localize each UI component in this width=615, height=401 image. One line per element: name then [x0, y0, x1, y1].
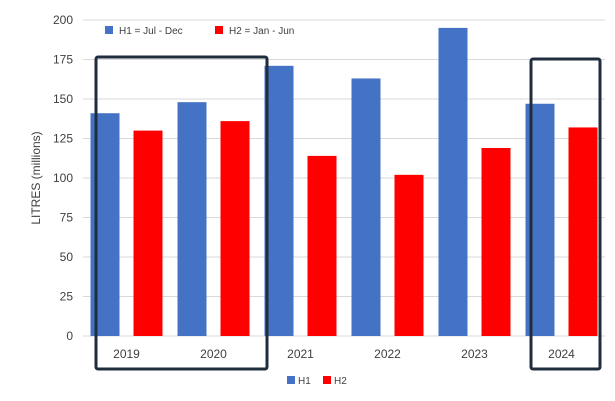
bar-h2-2020 [220, 121, 250, 337]
x-axis: 2019 2020 2021 2022 2023 2024 [113, 347, 575, 361]
legend-swatch [105, 26, 113, 34]
highlight-boxes [94, 55, 602, 371]
bar-h2-2024 [568, 127, 598, 336]
bar-h2-2019 [133, 130, 163, 336]
bar-h1-2023 [438, 27, 468, 337]
x-tick-label: 2023 [461, 347, 488, 361]
x-tick-label: 2019 [113, 347, 140, 361]
y-tick-label: 200 [53, 13, 73, 27]
bar-h2-2022 [394, 174, 424, 336]
y-axis: 0 25 50 75 100 125 150 175 200 [53, 13, 73, 343]
gridlines [83, 19, 605, 337]
y-tick-label: 150 [53, 92, 73, 106]
legend-label: H2 = Jan - Jun [229, 26, 294, 37]
y-tick-label: 175 [53, 53, 73, 67]
x-tick-label: 2020 [200, 347, 227, 361]
y-tick-label: 50 [60, 250, 74, 264]
legend-swatch [215, 26, 223, 34]
legend-swatch [323, 376, 331, 384]
highlight-box [529, 57, 602, 371]
x-tick-label: 2022 [374, 347, 401, 361]
legend-label: H1 = Jul - Dec [119, 26, 183, 37]
x-tick-label: 2024 [548, 347, 575, 361]
y-axis-label: LITRES (millions) [29, 131, 43, 224]
legend-label: H1 [298, 376, 311, 387]
highlight-box [94, 55, 269, 371]
x-tick-label: 2021 [287, 347, 314, 361]
y-tick-label: 0 [66, 329, 73, 343]
legend-swatch [287, 376, 295, 384]
legend-label: H2 [334, 376, 347, 387]
y-tick-label: 75 [60, 211, 74, 225]
bar-h2-2021 [307, 155, 337, 336]
bar-h1-2021 [264, 65, 294, 336]
y-tick-label: 100 [53, 171, 73, 185]
bar-h1-2020 [177, 102, 207, 336]
annotation-legend: H1 = Jul - Dec H2 = Jan - Jun [105, 26, 294, 37]
bars [90, 27, 598, 337]
y-tick-label: 125 [53, 132, 73, 146]
bar-h2-2023 [481, 147, 511, 336]
bar-h1-2022 [351, 78, 381, 337]
y-tick-label: 25 [60, 290, 74, 304]
series-legend: H1 H2 [287, 376, 347, 387]
